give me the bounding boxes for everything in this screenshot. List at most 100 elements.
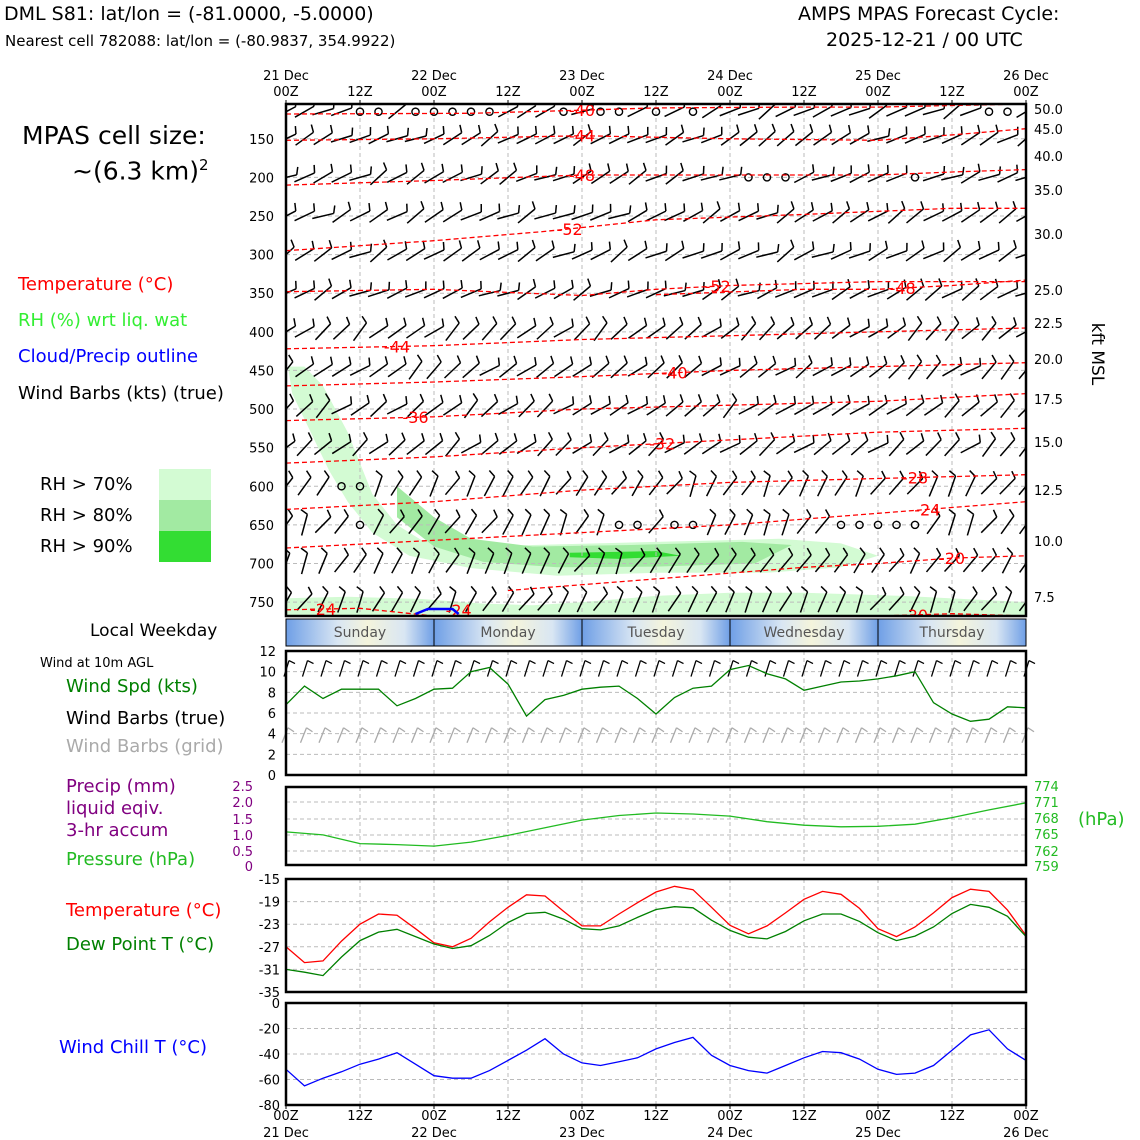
- wind-barb-flag: [955, 547, 961, 556]
- pressure-tick-label: 350: [249, 287, 274, 302]
- wind-barb: [300, 552, 309, 575]
- wind-barb-grid-flag: [750, 727, 757, 733]
- wind-barb-flag: [992, 470, 998, 479]
- wind-barb-flag: [991, 315, 997, 324]
- bottom-hour-label: 00Z: [569, 1109, 595, 1124]
- pressure-tick-label: 600: [249, 480, 274, 495]
- kft-axis-title: kft MSL: [1087, 323, 1107, 386]
- wind-barb: [555, 439, 572, 457]
- wind-barb: [286, 515, 294, 527]
- wind-barb: [830, 249, 852, 260]
- wind-barb-flag: [288, 470, 294, 478]
- wind-barb: [330, 134, 353, 143]
- wind-barb: [705, 592, 718, 613]
- pressure-tick-label: 650: [249, 519, 274, 534]
- wind-barb-flag: [931, 470, 939, 477]
- wind-barb: [406, 324, 425, 339]
- wind-barb: [628, 169, 647, 185]
- wind-barb-flag: [547, 586, 553, 595]
- wind-barb-flag: [582, 470, 589, 478]
- wind-barb-flag: [731, 470, 738, 478]
- bottom-hour-label: 12Z: [643, 1109, 669, 1124]
- precip-tick-label: 0.5: [232, 845, 253, 860]
- wind-barb: [981, 322, 997, 341]
- wind-barb: [286, 210, 297, 217]
- wind-barb: [849, 132, 870, 145]
- temp-tick-label: -31: [259, 963, 280, 978]
- calm-wind-circle: [411, 107, 420, 117]
- temp-contour-label: -36: [402, 408, 428, 427]
- nearest-cell-line: Nearest cell 782088: lat/lon = (-80.9837…: [5, 32, 396, 50]
- wind-barb: [849, 209, 870, 223]
- wind-barb-flag: [689, 470, 697, 477]
- wind-barb-grid-flag: [435, 727, 443, 733]
- wind-barb-flag: [773, 394, 777, 403]
- top-hour-label: 00Z: [569, 85, 595, 100]
- wind-barb-flag: [547, 431, 553, 440]
- wind-barb: [553, 325, 574, 338]
- wind-barb-flag: [513, 355, 518, 364]
- wind-barb: [466, 475, 476, 497]
- wind-barb-flag: [571, 125, 575, 134]
- wind-barb-flag: [832, 166, 835, 175]
- wind-barb-flag: [515, 395, 519, 404]
- temp-contour-label: -32: [649, 434, 675, 453]
- wind-barb: [849, 403, 870, 415]
- wind-barb-flag: [727, 585, 735, 593]
- wind-barb-true: [301, 660, 309, 677]
- wind-barb-flag: [456, 355, 462, 364]
- wind-barb: [331, 441, 352, 455]
- wind-barb: [848, 250, 871, 259]
- wind-barb-true-flag: [677, 659, 684, 665]
- wind-barb-flag: [309, 393, 314, 402]
- wind-barb-flag: [656, 547, 663, 555]
- wind-barb-flag: [460, 279, 463, 289]
- wind-barb-flag: [454, 470, 461, 479]
- wind-barb: [313, 440, 333, 456]
- wind-barb: [443, 247, 462, 262]
- wind-barb-flag: [449, 586, 457, 593]
- wind-barb-true: [394, 660, 401, 677]
- wind-barb-flag: [719, 357, 722, 366]
- wind-barb: [664, 247, 685, 262]
- wind-barb-flag: [517, 205, 521, 214]
- precip-tick-label: 2.5: [232, 780, 253, 795]
- wind-barb: [576, 591, 588, 613]
- wind-barb-flag: [295, 166, 299, 175]
- wind-barb: [609, 402, 629, 416]
- wind-barb-flag: [543, 547, 551, 554]
- kft-tick-label: 30.0: [1034, 228, 1063, 243]
- wind-barb-grid: [799, 727, 807, 743]
- wind-barb: [442, 132, 463, 146]
- wind-barb: [479, 210, 500, 222]
- wind-barb: [978, 249, 1000, 260]
- temp-contour: [286, 427, 1026, 464]
- wind-barb-flag: [386, 125, 390, 134]
- wind-barb: [1018, 600, 1026, 612]
- wind-barb: [645, 250, 667, 259]
- wind-barb-flag: [756, 203, 760, 212]
- wind-barb: [443, 362, 462, 379]
- wind-barb: [886, 172, 907, 183]
- wind-barb-flag: [751, 316, 757, 324]
- wind-barb-flag: [505, 547, 513, 554]
- wind-barb-flag: [442, 280, 445, 289]
- top-hour-label: 12Z: [643, 85, 669, 100]
- calm-wind-circle: [466, 107, 476, 117]
- wind-barb-flag: [610, 282, 613, 291]
- wind-barb-flag: [459, 202, 463, 211]
- wind-barb: [608, 441, 630, 454]
- wind-barb: [741, 554, 756, 573]
- wind-barb: [537, 593, 553, 611]
- precip-label-1: Precip (mm): [66, 776, 176, 797]
- wind-barb-flag: [369, 282, 373, 291]
- temp-contour: [286, 168, 1026, 186]
- wind-barb-flag: [571, 279, 574, 288]
- temp-contour-label: -24: [914, 500, 940, 519]
- wind-barb-flag: [585, 316, 591, 325]
- wind-barb: [999, 477, 1016, 495]
- wind-barb-flag: [307, 586, 313, 595]
- wind-barb-flag: [826, 316, 832, 325]
- wind-barb-flag: [918, 470, 924, 479]
- wind-barb-flag: [903, 279, 907, 288]
